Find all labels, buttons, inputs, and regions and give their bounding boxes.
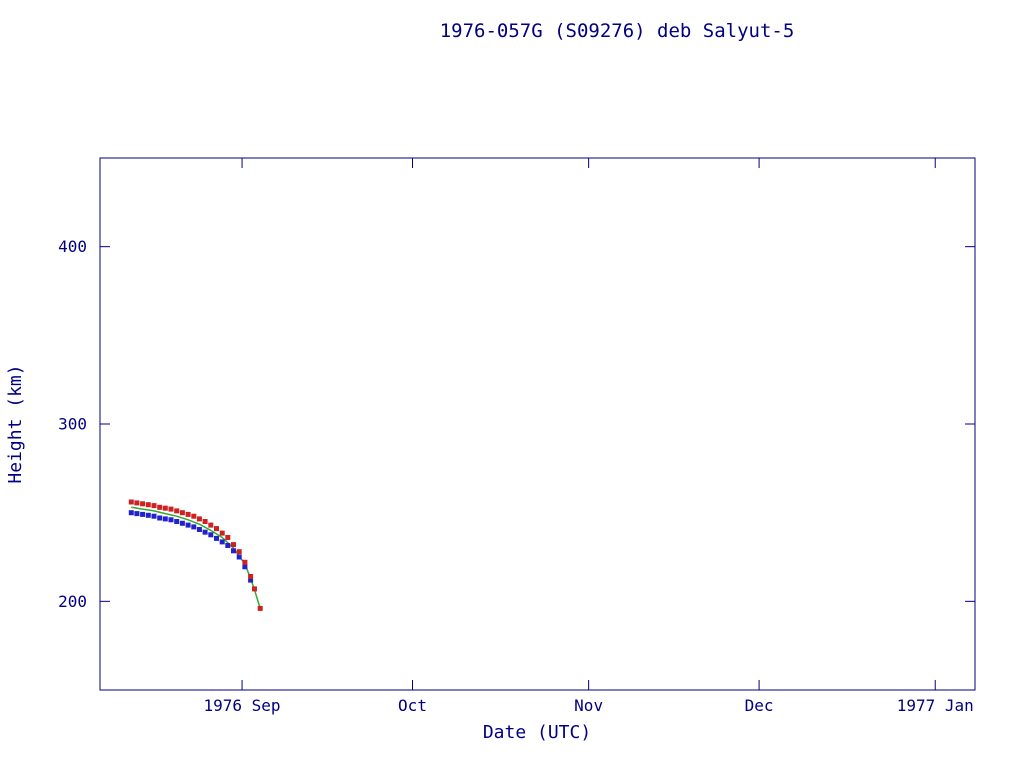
data-point	[202, 529, 208, 535]
data-point	[231, 542, 236, 548]
data-point	[157, 515, 163, 521]
data-point	[214, 535, 219, 541]
data-point	[134, 511, 140, 517]
data-point	[231, 548, 236, 554]
data-point	[179, 520, 185, 526]
data-point	[225, 535, 231, 540]
chart-title: 1976-057G (S09276) deb Salyut-5	[440, 20, 795, 42]
data-point	[202, 519, 208, 524]
data-point	[219, 530, 225, 536]
data-point	[128, 510, 134, 516]
plot-frame	[99, 157, 976, 691]
data-point	[208, 522, 214, 528]
data-point	[236, 554, 242, 560]
data-point	[145, 502, 151, 508]
data-point	[168, 506, 174, 512]
data-point	[134, 500, 140, 506]
data-series	[128, 499, 263, 611]
data-point	[140, 501, 146, 507]
y-axis-label: Height (km)	[5, 364, 26, 483]
data-point	[208, 532, 214, 538]
data-point	[248, 574, 254, 579]
data-point	[191, 513, 197, 519]
x-axis-label: Date (UTC)	[483, 722, 591, 743]
data-point	[242, 559, 248, 565]
data-point	[214, 526, 219, 532]
data-point	[185, 522, 191, 528]
x-tick-label: Oct	[398, 696, 427, 715]
data-point	[162, 505, 168, 511]
data-point	[225, 543, 231, 548]
data-point	[252, 586, 257, 592]
data-point	[151, 513, 157, 519]
data-point	[128, 499, 134, 505]
y-tick-label: 300	[58, 415, 87, 434]
axes: 1976 Sep Oct Nov Dec 1977 Jan 200 300 400	[58, 157, 976, 715]
data-point	[174, 519, 180, 524]
x-tick-label: 1977 Jan	[897, 696, 974, 715]
y-tick-label: 400	[58, 237, 87, 256]
y-tick-label: 200	[58, 592, 87, 611]
apogee-height-series	[128, 499, 263, 611]
data-point	[236, 549, 242, 555]
data-point	[162, 516, 168, 522]
data-point	[248, 577, 254, 583]
data-point	[168, 517, 174, 523]
perigee-height-series	[128, 510, 254, 583]
data-point	[191, 524, 197, 530]
data-point	[174, 508, 180, 514]
data-point	[151, 503, 157, 509]
data-point	[196, 516, 202, 522]
data-point	[179, 510, 185, 516]
data-point	[140, 511, 146, 517]
x-tick-label: Dec	[745, 696, 774, 715]
x-tick-label: 1976 Sep	[204, 696, 281, 715]
data-point	[185, 511, 191, 517]
data-point	[145, 512, 151, 518]
data-point	[242, 564, 248, 570]
data-point	[257, 605, 263, 611]
data-point	[219, 539, 225, 545]
data-point	[157, 504, 163, 510]
x-tick-label: Nov	[574, 696, 603, 715]
data-point	[196, 527, 202, 532]
